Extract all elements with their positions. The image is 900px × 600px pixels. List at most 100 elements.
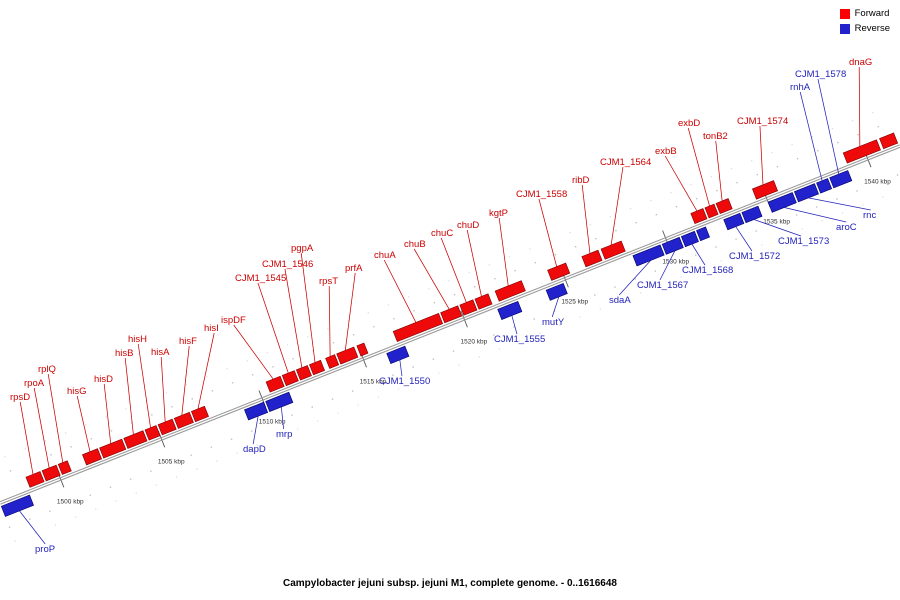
gene-leader-line: [715, 140, 723, 201]
minor-tick-dot: [654, 270, 657, 272]
gene-box[interactable]: [879, 132, 899, 150]
minor-tick-dot: [74, 516, 77, 518]
minor-tick-dot: [433, 301, 436, 304]
minor-tick-dot: [155, 484, 158, 486]
gene-leader-line: [383, 259, 417, 323]
minor-tick-dot: [367, 312, 369, 314]
gene-leader-line: [47, 373, 64, 463]
minor-tick-dot: [438, 372, 440, 374]
minor-tick-dot: [660, 284, 662, 286]
minor-tick-dot: [9, 470, 12, 472]
minor-tick-dot: [675, 205, 678, 208]
axis-tick-label: 1540 kbp: [864, 178, 891, 185]
gene-leader-line: [858, 66, 861, 147]
gene-label-CJM1_1555: CJM1_1555: [494, 334, 545, 345]
legend-forward-label: Forward: [854, 8, 890, 19]
gene-leader-line: [328, 285, 331, 357]
gene-leader-line: [511, 315, 518, 335]
gene-box-hisB[interactable]: [123, 430, 148, 449]
forward-swatch-icon: [839, 8, 850, 19]
minor-tick-dot: [327, 328, 329, 330]
gene-box-CJM1_1574[interactable]: [751, 180, 779, 200]
minor-tick-dot: [579, 316, 581, 318]
minor-tick-dot: [690, 184, 692, 186]
minor-tick-dot: [266, 352, 269, 354]
minor-tick-dot: [272, 365, 274, 368]
minor-tick-dot: [286, 344, 289, 346]
gene-label-CJM1_1567: CJM1_1567: [637, 280, 688, 291]
gene-box-chuC[interactable]: [459, 299, 478, 316]
gene-label-CJM1_1568: CJM1_1568: [682, 265, 733, 276]
minor-tick-dot: [246, 360, 248, 362]
axis-tick-label: 1525 kbp: [561, 299, 588, 306]
gene-box-rnhA[interactable]: [816, 178, 833, 194]
minor-tick-dot: [559, 324, 561, 326]
minor-tick-dot: [593, 294, 596, 296]
gene-box-chuD[interactable]: [474, 293, 493, 310]
gene-box-CJM1_1568[interactable]: [680, 230, 699, 248]
minor-tick-dot: [377, 396, 380, 398]
gene-box-rpsT[interactable]: [325, 354, 340, 369]
minor-tick-dot: [775, 222, 778, 224]
minor-tick-dot: [736, 181, 738, 184]
gene-box-dapD[interactable]: [244, 401, 269, 421]
gene-box[interactable]: [356, 342, 369, 357]
gene-label-CJM1_1578: CJM1_1578: [795, 69, 846, 80]
gene-box-exbD[interactable]: [704, 203, 719, 219]
minor-tick-dot: [458, 364, 460, 366]
gene-box-CJM1_1550[interactable]: [386, 345, 410, 364]
minor-tick-dot: [494, 277, 496, 280]
gene-label-CJM1_1546: CJM1_1546: [262, 259, 313, 270]
gene-label-chuA: chuA: [374, 250, 396, 261]
gene-box-chuA[interactable]: [392, 313, 444, 343]
gene-box-hisI[interactable]: [191, 405, 209, 423]
gene-leader-line: [466, 229, 482, 297]
minor-tick-dot: [735, 238, 737, 240]
minor-tick-dot: [594, 237, 597, 240]
minor-tick-dot: [185, 384, 188, 386]
minor-tick-dot: [453, 293, 456, 296]
gene-leader-line: [735, 226, 753, 252]
gene-label-proP: proP: [35, 544, 55, 555]
minor-tick-dot: [412, 366, 414, 368]
gene-leader-line: [538, 198, 558, 267]
minor-tick-dot: [317, 420, 319, 422]
gene-label-rpsT: rpsT: [319, 276, 338, 287]
gene-leader-line: [581, 184, 591, 254]
minor-tick-dot: [448, 280, 450, 282]
gene-label-hisF: hisF: [179, 336, 197, 347]
gene-box-CJM1_1555[interactable]: [497, 300, 523, 320]
minor-tick-dot: [34, 532, 36, 534]
gene-label-chuC: chuC: [431, 228, 453, 239]
gene-box-pgpA[interactable]: [309, 359, 325, 376]
gene-box-hisH[interactable]: [144, 425, 161, 441]
minor-tick-dot: [331, 398, 334, 400]
gene-label-rnc: rnc: [863, 210, 876, 221]
gene-box-tonB2[interactable]: [715, 198, 733, 214]
gene-box-CJM1_1545[interactable]: [281, 370, 299, 387]
minor-tick-dot: [230, 438, 233, 440]
minor-tick-dot: [639, 292, 642, 294]
gene-box-CJM1_1567[interactable]: [661, 236, 684, 255]
gene-box-CJM1_1564[interactable]: [600, 240, 626, 260]
gene-box-CJM1_1546[interactable]: [295, 365, 312, 381]
gene-box-exbB[interactable]: [690, 208, 708, 224]
gene-box[interactable]: [696, 226, 710, 242]
minor-tick-dot: [256, 444, 258, 446]
gene-box-proP[interactable]: [0, 494, 34, 517]
gene-leader-line: [33, 387, 50, 468]
minor-tick-dot: [836, 198, 838, 200]
minor-tick-dot: [569, 232, 571, 234]
gene-label-mutY: mutY: [542, 317, 565, 328]
minor-tick-dot: [529, 248, 531, 250]
minor-tick-dot: [856, 190, 858, 192]
gene-box-rplQ[interactable]: [57, 460, 72, 475]
minor-tick-dot: [357, 404, 359, 406]
minor-tick-dot: [896, 174, 899, 176]
gene-label-CJM1_1573: CJM1_1573: [778, 236, 829, 247]
minor-tick-dot: [211, 389, 214, 392]
gene-box-hisD[interactable]: [99, 438, 127, 459]
gene-box-CJM1_1558[interactable]: [547, 262, 571, 281]
gene-box-CJM1_1578[interactable]: [829, 170, 853, 189]
